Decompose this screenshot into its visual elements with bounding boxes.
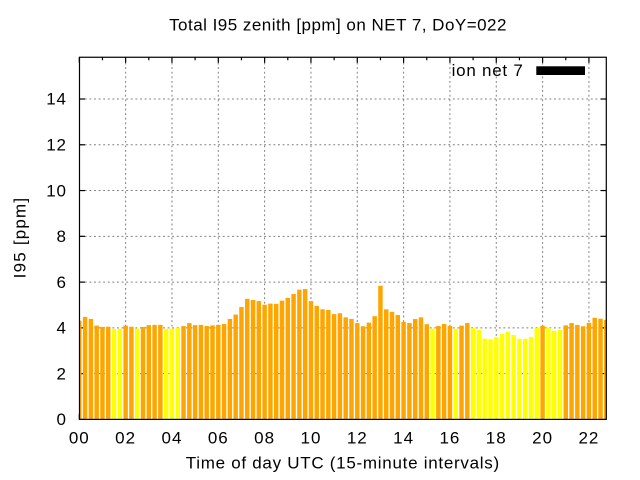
svg-text:14: 14 [46, 90, 67, 109]
svg-text:20: 20 [532, 428, 553, 447]
svg-text:06: 06 [208, 428, 229, 447]
svg-text:10: 10 [300, 428, 321, 447]
svg-text:8: 8 [57, 227, 67, 246]
svg-text:00: 00 [69, 428, 90, 447]
svg-text:0: 0 [57, 410, 67, 429]
svg-text:16: 16 [439, 428, 460, 447]
svg-text:12: 12 [46, 135, 67, 154]
svg-text:Total I95 zenith [ppm] on NET: Total I95 zenith [ppm] on NET 7, DoY=022 [169, 16, 507, 35]
svg-text:02: 02 [115, 428, 136, 447]
svg-text:4: 4 [57, 319, 67, 338]
svg-text:12: 12 [347, 428, 368, 447]
svg-text:14: 14 [393, 428, 414, 447]
svg-text:2: 2 [57, 364, 67, 383]
svg-text:04: 04 [161, 428, 182, 447]
svg-text:ion net 7: ion net 7 [452, 61, 524, 80]
svg-text:18: 18 [486, 428, 507, 447]
svg-text:I95 [ppm]: I95 [ppm] [10, 197, 29, 279]
svg-text:6: 6 [57, 273, 67, 292]
svg-text:22: 22 [578, 428, 599, 447]
svg-text:08: 08 [254, 428, 275, 447]
svg-text:10: 10 [46, 181, 67, 200]
svg-text:Time of day UTC (15-minute int: Time of day UTC (15-minute intervals) [186, 454, 500, 473]
